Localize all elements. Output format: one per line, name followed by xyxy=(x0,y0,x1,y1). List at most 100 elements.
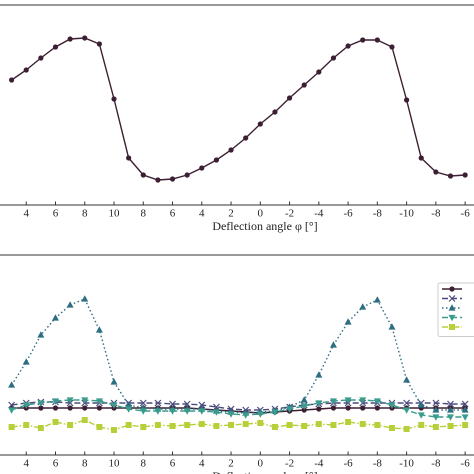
data-point xyxy=(316,406,322,412)
data-point xyxy=(271,424,278,430)
data-point xyxy=(418,155,424,161)
data-point xyxy=(9,77,15,83)
data-point xyxy=(169,400,176,408)
x-tick-label: 8 xyxy=(141,458,147,470)
data-point xyxy=(388,425,395,431)
data-point xyxy=(183,408,191,415)
data-point xyxy=(301,407,307,413)
data-point xyxy=(125,422,132,428)
x-axis-label: Deflection angle φ [°] xyxy=(212,219,317,233)
data-point xyxy=(388,323,396,330)
data-point xyxy=(95,398,103,405)
data-point xyxy=(300,396,308,403)
data-point xyxy=(315,371,323,378)
data-point xyxy=(360,37,366,43)
legend-marker xyxy=(449,286,455,292)
data-point xyxy=(360,405,366,411)
data-point xyxy=(52,44,59,50)
x-tick-label: 8 xyxy=(82,208,88,220)
x-tick-label: 4 xyxy=(199,208,205,220)
data-point xyxy=(359,303,367,310)
x-tick-label: -6 xyxy=(344,208,354,220)
data-point xyxy=(359,421,366,427)
data-point xyxy=(23,422,30,428)
data-point xyxy=(8,401,16,409)
data-point xyxy=(111,96,117,102)
data-point xyxy=(345,405,351,411)
data-point xyxy=(228,147,234,153)
data-point xyxy=(38,55,44,61)
data-point xyxy=(316,69,322,75)
data-point xyxy=(140,172,146,178)
data-point xyxy=(66,397,74,404)
data-point xyxy=(37,425,44,431)
data-point xyxy=(212,409,220,416)
data-point xyxy=(403,426,410,432)
data-point xyxy=(433,169,439,175)
data-point xyxy=(330,405,337,411)
data-point xyxy=(95,326,103,333)
data-point xyxy=(81,295,89,302)
data-point xyxy=(23,67,29,73)
data-point xyxy=(432,399,440,407)
data-point xyxy=(461,406,469,413)
data-point xyxy=(37,400,45,407)
data-point xyxy=(344,318,352,325)
data-point xyxy=(67,36,73,42)
data-point xyxy=(212,403,220,411)
data-point xyxy=(447,414,454,421)
data-point xyxy=(447,423,454,429)
data-point xyxy=(374,405,380,411)
data-point xyxy=(169,408,177,415)
data-point xyxy=(8,381,16,388)
data-point xyxy=(184,172,190,178)
data-point xyxy=(257,420,264,426)
data-point xyxy=(286,406,294,413)
x-tick-label: -8 xyxy=(373,208,383,220)
data-point xyxy=(315,421,322,427)
data-point xyxy=(461,414,469,421)
data-point xyxy=(345,43,351,49)
data-point xyxy=(51,398,59,405)
series-line xyxy=(11,419,466,431)
data-point xyxy=(447,173,454,179)
data-point xyxy=(461,400,469,408)
x-tick-label: 4 xyxy=(23,458,29,470)
x-tick-label: 8 xyxy=(82,458,88,470)
data-point xyxy=(301,82,307,88)
x-tick-label: -6 xyxy=(461,458,471,470)
data-point xyxy=(22,402,30,409)
series xyxy=(8,397,469,421)
data-point xyxy=(198,421,205,427)
data-point xyxy=(286,95,293,101)
data-point xyxy=(329,398,337,405)
x-tick-label: -10 xyxy=(399,458,414,470)
data-point xyxy=(139,399,147,407)
x-tick-label: 10 xyxy=(109,458,121,470)
legend-marker xyxy=(449,324,455,330)
data-point xyxy=(417,401,425,408)
data-point xyxy=(198,401,206,409)
data-point xyxy=(374,422,381,428)
data-point xyxy=(125,401,133,408)
data-point xyxy=(271,409,279,416)
data-point xyxy=(286,422,293,428)
axes-frame xyxy=(0,4,474,206)
series-line xyxy=(11,37,466,181)
data-point xyxy=(243,135,249,141)
data-point xyxy=(329,341,337,348)
data-point xyxy=(82,35,88,41)
data-point xyxy=(198,408,206,415)
data-point xyxy=(242,412,250,419)
data-point xyxy=(462,172,468,178)
data-point xyxy=(462,422,469,428)
data-point xyxy=(403,407,411,414)
data-point xyxy=(300,403,308,410)
data-point xyxy=(22,358,30,365)
data-point xyxy=(184,422,191,428)
x-tick-label: 0 xyxy=(258,208,264,220)
series xyxy=(9,35,468,183)
data-point xyxy=(82,405,88,411)
data-point xyxy=(96,424,103,430)
data-point xyxy=(447,400,454,408)
